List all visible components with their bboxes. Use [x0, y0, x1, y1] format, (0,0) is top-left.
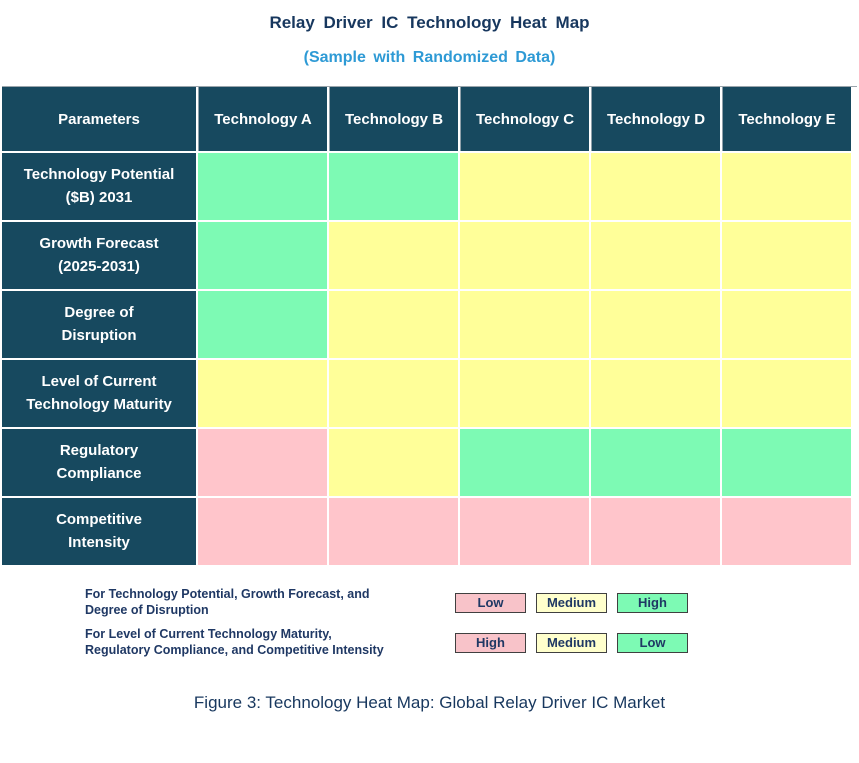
row-label-competitive-intensity: Competitive Intensity	[2, 498, 196, 565]
heatmap-table: Parameters Technology A Technology B Techno…	[2, 86, 857, 565]
figure-caption: Figure 3: Technology Heat Map: Global Re…	[193, 692, 666, 712]
heatmap-cell	[460, 429, 589, 496]
heatmap-cell	[722, 153, 851, 220]
row-label-regulatory-compliance: Regulatory Compliance	[2, 429, 196, 496]
heatmap-cell	[198, 153, 327, 220]
heatmap-cell	[591, 498, 720, 565]
row-label-technology-potential-b-2031: Technology Potential ($B) 2031	[2, 153, 196, 220]
legend-row-text: For Level of Current Technology Maturity…	[85, 627, 384, 657]
legend-swatch-medium: Medium	[536, 592, 607, 613]
legend-swatches: Low Medium High	[455, 592, 688, 613]
row-label-growth-forecast-2025-2031: Growth Forecast (2025-2031)	[2, 222, 196, 289]
heatmap-cell	[460, 291, 589, 358]
heatmap-cell	[329, 498, 458, 565]
legend-swatches: High Medium Low	[455, 632, 688, 653]
legend-swatch-medium: Medium	[536, 632, 607, 653]
column-header-technology-a: Technology A	[198, 87, 327, 151]
heatmap-cell	[722, 498, 851, 565]
heatmap-cell	[591, 429, 720, 496]
heatmap-cell	[198, 429, 327, 496]
chart-subtitle: (Sample with Randomized Data)	[303, 49, 556, 66]
legend: For Technology Potential, Growth Forecas…	[85, 587, 859, 659]
column-header-technology-c: Technology C	[460, 87, 589, 151]
heatmap-cell	[591, 360, 720, 427]
legend-row: For Technology Potential, Growth Forecas…	[85, 587, 859, 618]
legend-row-text: For Technology Potential, Growth Forecas…	[85, 587, 370, 617]
column-header-technology-e: Technology E	[722, 87, 851, 151]
heatmap-cell	[460, 153, 589, 220]
legend-swatch-low: Low	[617, 632, 688, 653]
heatmap-cell	[460, 222, 589, 289]
legend-row: For Level of Current Technology Maturity…	[85, 627, 859, 658]
heatmap-cell	[198, 360, 327, 427]
legend-swatch-high: High	[455, 632, 526, 653]
heatmap-cell	[460, 360, 589, 427]
chart-title: Relay Driver IC Technology Heat Map	[269, 13, 590, 32]
heatmap-cell	[329, 360, 458, 427]
heatmap-cell	[722, 360, 851, 427]
heatmap-cell	[722, 429, 851, 496]
row-label-level-of-current-technology-maturity: Level of Current Technology Maturity	[2, 360, 196, 427]
heatmap-cell	[198, 291, 327, 358]
heatmap-cell	[329, 153, 458, 220]
heatmap-cell	[591, 222, 720, 289]
column-header-technology-d: Technology D	[591, 87, 720, 151]
heatmap-cell	[460, 498, 589, 565]
column-header-parameters: Parameters	[2, 87, 196, 151]
heatmap-cell	[329, 222, 458, 289]
heatmap-cell	[198, 222, 327, 289]
heatmap-cell	[198, 498, 327, 565]
column-header-technology-b: Technology B	[329, 87, 458, 151]
heatmap-cell	[591, 291, 720, 358]
heatmap-cell	[591, 153, 720, 220]
legend-swatch-high: High	[617, 592, 688, 613]
heatmap-cell	[329, 291, 458, 358]
heatmap-cell	[722, 291, 851, 358]
heatmap-cell	[329, 429, 458, 496]
legend-swatch-low: Low	[455, 592, 526, 613]
heatmap-cell	[722, 222, 851, 289]
row-label-degree-of-disruption: Degree of Disruption	[2, 291, 196, 358]
